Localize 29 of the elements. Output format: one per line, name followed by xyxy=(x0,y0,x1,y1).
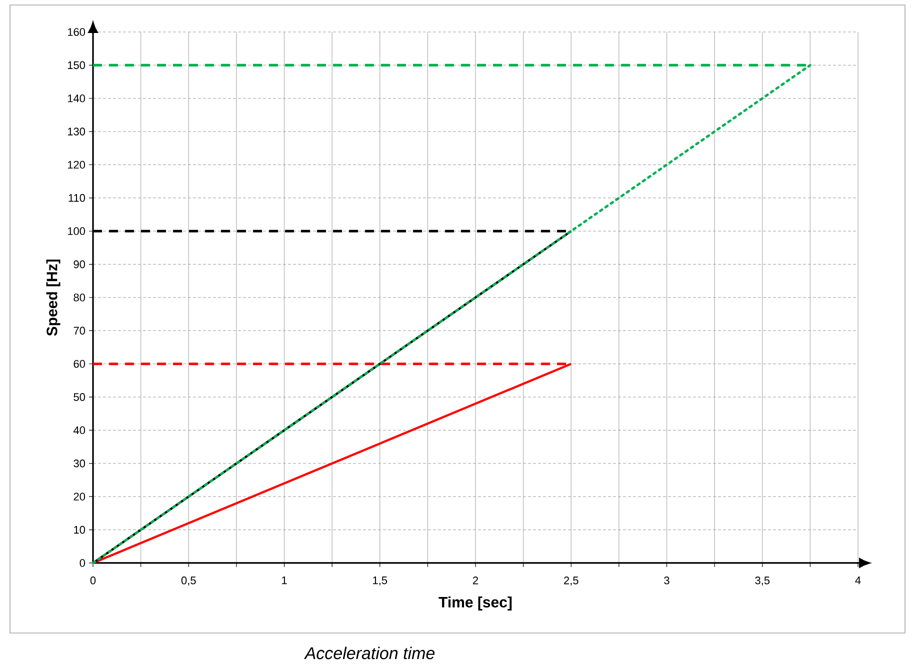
y-tick-label: 110 xyxy=(68,194,86,202)
x-tick-label: 3,5 xyxy=(755,576,770,586)
y-tick-label: 90 xyxy=(74,260,86,268)
x-tick-label: 2 xyxy=(472,576,478,584)
text: Acceleration time xyxy=(304,646,435,660)
y-tick-label: 20 xyxy=(74,492,86,501)
x-tick-label: 1,5 xyxy=(373,576,388,586)
x-tick-label: 0,5 xyxy=(181,576,196,586)
y-tick-label: 120 xyxy=(68,160,86,169)
y-tick-label: 10 xyxy=(74,526,86,534)
y-tick-label: 80 xyxy=(74,294,86,302)
y-tick-label: 0 xyxy=(80,559,86,567)
y-tick-label: 140 xyxy=(68,94,86,102)
y-tick-label: 130 xyxy=(68,128,86,136)
y-tick-label: 60 xyxy=(74,360,86,368)
x-tick-label: 0 xyxy=(90,576,96,584)
y-axis-title: Speed [Hz] xyxy=(46,260,60,336)
y-tick-label: 70 xyxy=(74,326,86,335)
y-tick-label: 50 xyxy=(74,393,86,401)
y-tick-label: 30 xyxy=(74,460,86,468)
x-tick-label: 2,5 xyxy=(564,576,578,586)
x-axis-title: Time [sec] xyxy=(438,596,512,610)
y-tick-label: 150 xyxy=(68,61,86,70)
y-tick-label: 40 xyxy=(73,426,86,434)
y-tick-label: 100 xyxy=(68,227,86,236)
y-tick-label: 160 xyxy=(68,28,86,36)
x-tick-label: 4 xyxy=(855,576,861,584)
x-tick-label: 1 xyxy=(282,576,287,584)
x-tick-label: 3 xyxy=(664,576,670,584)
